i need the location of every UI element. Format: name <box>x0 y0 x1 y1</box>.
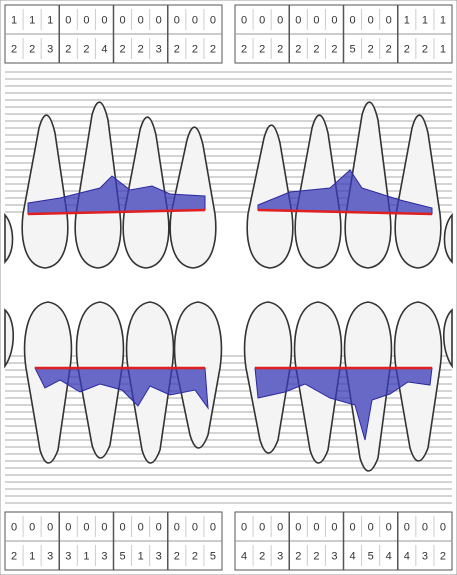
digit: 0 <box>349 14 355 26</box>
perio-chart: 1112230002240002230002220002220002220005… <box>0 0 457 575</box>
digit: 2 <box>331 43 337 55</box>
digit: 0 <box>119 14 125 26</box>
digit: 0 <box>65 14 71 26</box>
digit: 0 <box>11 521 17 533</box>
digit: 5 <box>349 43 355 55</box>
digit: 2 <box>386 43 392 55</box>
digit: 0 <box>83 521 89 533</box>
digit: 2 <box>313 550 319 562</box>
digit: 0 <box>422 521 428 533</box>
digit: 0 <box>368 521 374 533</box>
digit: 0 <box>101 521 107 533</box>
digit: 0 <box>277 14 283 26</box>
digit: 1 <box>83 550 89 562</box>
digit: 5 <box>119 550 125 562</box>
digit: 4 <box>349 550 355 562</box>
digit: 2 <box>368 43 374 55</box>
digit: 3 <box>47 43 53 55</box>
digit: 0 <box>295 14 301 26</box>
digit: 2 <box>192 43 198 55</box>
digit: 4 <box>386 550 392 562</box>
digit: 5 <box>368 550 374 562</box>
digit: 0 <box>259 521 265 533</box>
digit: 0 <box>83 14 89 26</box>
digit: 1 <box>404 14 410 26</box>
digit: 1 <box>440 43 446 55</box>
digit: 0 <box>65 521 71 533</box>
digit: 0 <box>192 14 198 26</box>
digit: 0 <box>386 14 392 26</box>
digit: 4 <box>101 43 107 55</box>
digit: 0 <box>156 14 162 26</box>
digit: 0 <box>192 521 198 533</box>
digit: 2 <box>313 43 319 55</box>
digit: 0 <box>331 14 337 26</box>
digit: 3 <box>156 550 162 562</box>
digit: 0 <box>138 14 144 26</box>
digit: 2 <box>295 43 301 55</box>
digit: 0 <box>138 521 144 533</box>
digit: 3 <box>156 43 162 55</box>
digit: 5 <box>210 550 216 562</box>
digit: 3 <box>422 550 428 562</box>
digit: 2 <box>65 43 71 55</box>
digit: 3 <box>65 550 71 562</box>
digit: 3 <box>101 550 107 562</box>
digit: 2 <box>277 43 283 55</box>
digit: 4 <box>241 550 247 562</box>
digit: 0 <box>29 521 35 533</box>
digit: 3 <box>47 550 53 562</box>
digit: 0 <box>210 521 216 533</box>
digit: 2 <box>259 43 265 55</box>
digit: 4 <box>404 550 410 562</box>
digit: 2 <box>241 43 247 55</box>
digit: 3 <box>277 550 283 562</box>
digit: 2 <box>295 550 301 562</box>
digit: 2 <box>422 43 428 55</box>
digit: 0 <box>404 521 410 533</box>
digit: 0 <box>241 14 247 26</box>
digit: 0 <box>210 14 216 26</box>
digit: 1 <box>47 14 53 26</box>
digit: 0 <box>174 14 180 26</box>
digit: 0 <box>440 521 446 533</box>
digit: 2 <box>440 550 446 562</box>
digit: 0 <box>331 521 337 533</box>
digit: 0 <box>101 14 107 26</box>
digit: 1 <box>29 14 35 26</box>
digit: 2 <box>138 43 144 55</box>
digit: 2 <box>29 43 35 55</box>
digit: 0 <box>119 521 125 533</box>
digit: 2 <box>192 550 198 562</box>
digit: 2 <box>174 43 180 55</box>
digit: 2 <box>119 43 125 55</box>
digit: 0 <box>368 14 374 26</box>
digit: 0 <box>47 521 53 533</box>
digit: 2 <box>11 43 17 55</box>
digit: 0 <box>259 14 265 26</box>
digit: 2 <box>210 43 216 55</box>
digit: 0 <box>277 521 283 533</box>
digit: 1 <box>138 550 144 562</box>
digit: 0 <box>349 521 355 533</box>
digit: 1 <box>422 14 428 26</box>
digit: 1 <box>29 550 35 562</box>
digit: 3 <box>331 550 337 562</box>
digit: 1 <box>11 14 17 26</box>
digit: 0 <box>241 521 247 533</box>
digit: 2 <box>259 550 265 562</box>
digit: 0 <box>386 521 392 533</box>
digit: 0 <box>174 521 180 533</box>
digit: 0 <box>156 521 162 533</box>
digit: 2 <box>83 43 89 55</box>
digit: 2 <box>174 550 180 562</box>
digit: 2 <box>404 43 410 55</box>
digit: 2 <box>11 550 17 562</box>
digit: 1 <box>440 14 446 26</box>
digit: 0 <box>313 14 319 26</box>
digit: 0 <box>313 521 319 533</box>
digit: 0 <box>295 521 301 533</box>
